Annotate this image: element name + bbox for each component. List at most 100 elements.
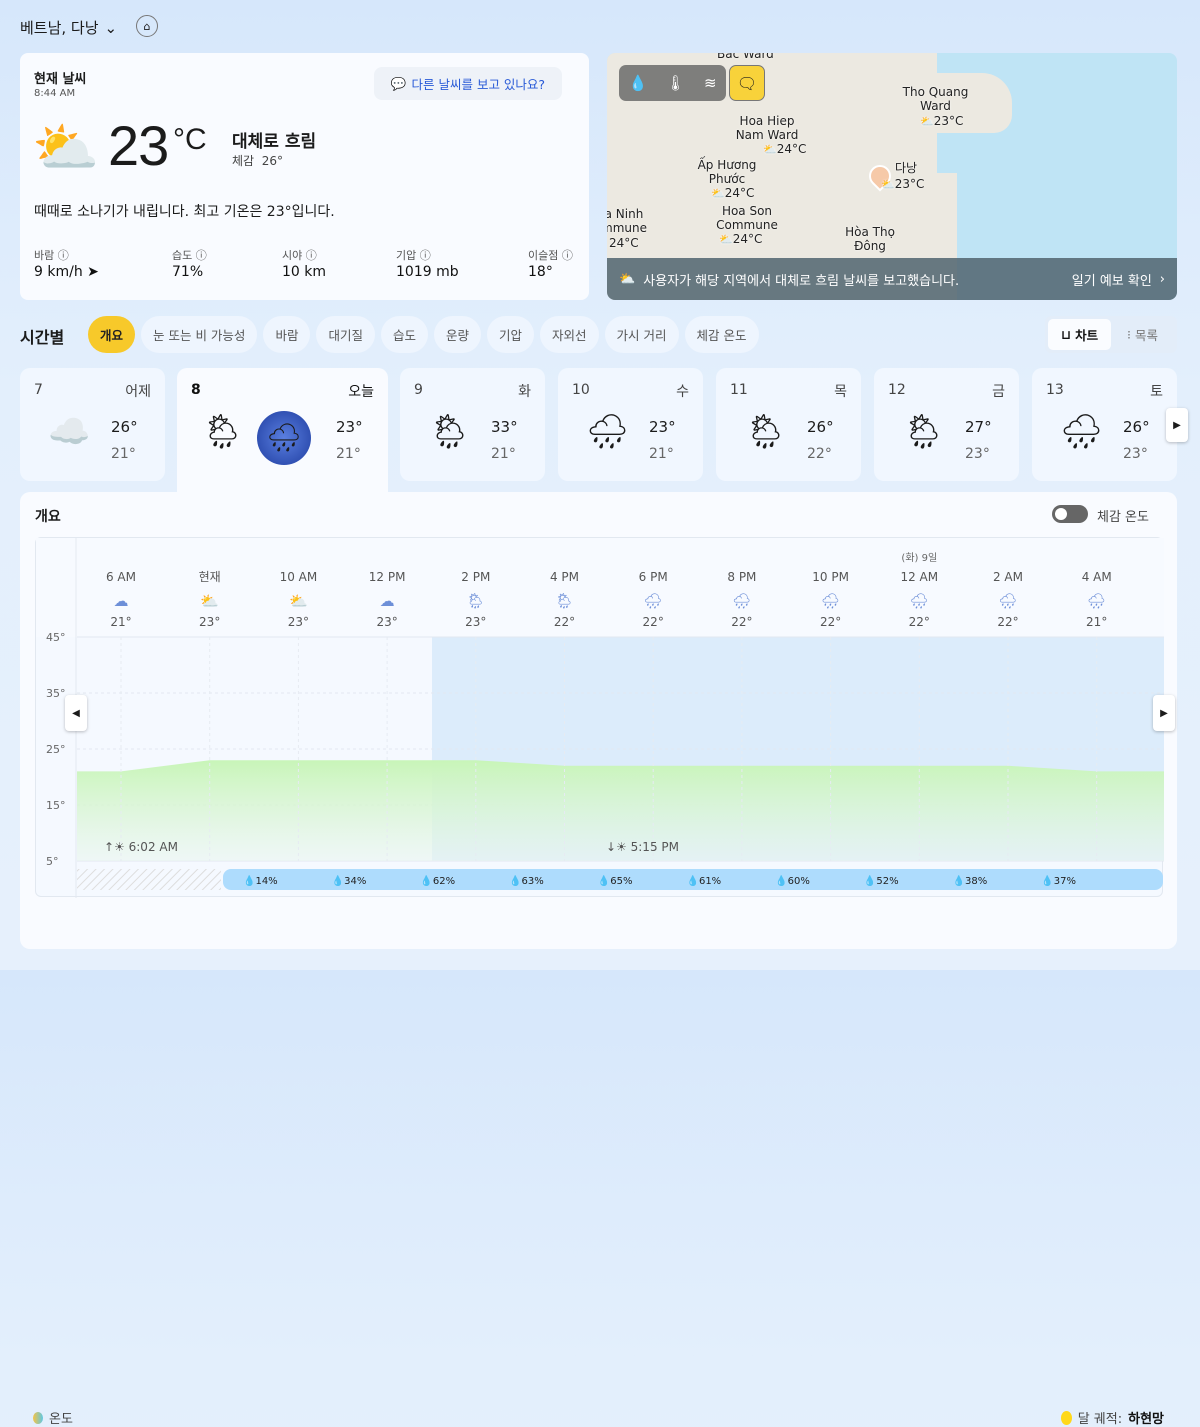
list-icon: ⁝ [1127,327,1131,342]
user-report-bar[interactable]: ⛅ 사용자가 해당 지역에서 대체로 흐림 날씨를 보고했습니다. 일기 예보 … [607,258,1177,300]
hourly-tab[interactable]: 체감 온도 [684,316,759,353]
hourly-tab[interactable]: 가시 거리 [604,316,679,353]
stat-label: 습도 ⓘ [172,249,207,262]
chart-view-button[interactable]: ⊔ 차트 [1048,319,1111,350]
condition: 대체로 흐림 [232,132,317,152]
day-card[interactable]: 10 수 🌧 23° 21° [558,368,703,481]
day-low: 21° [649,446,674,462]
chevron-down-icon: ⌄ [104,18,118,37]
day-card[interactable]: 13 토 🌧 26° 23° [1032,368,1177,481]
cloudy-icon: ☁ [380,592,395,610]
day-card[interactable]: 8 오늘 🌦 🌧 23° 21° [177,368,388,498]
location-selector[interactable]: 베트남, 다낭 ⌄ [20,17,117,38]
weather-icon: 🌦 [902,412,946,452]
precip-label: 💧37% [1041,874,1076,887]
day-card[interactable]: 7 어제 ☁️ 26° 21° [20,368,165,481]
info-icon[interactable]: ⓘ [561,249,573,262]
hourly-tab[interactable]: 바람 [263,316,311,353]
day-name: 수 [676,384,689,400]
list-view-button[interactable]: ⁝ 목록 [1127,327,1158,343]
hour-temp: 21° [110,615,131,629]
hour-temp: 22° [909,615,930,629]
chart-icon: ⊔ [1060,327,1071,342]
map-temp: ⛅23°C [920,114,964,128]
map-temp: ⛅24°C [711,186,755,200]
hourly-tab[interactable]: 자외선 [540,316,599,353]
wind-layer-icon[interactable]: ≋ [703,74,717,92]
partly-cloudy-icon: ⛅ [619,271,636,287]
day-card[interactable]: 11 목 🌦 26° 22° [716,368,861,481]
night-rain-icon: 🌧 [644,592,663,610]
hour-label: 4 PM [550,570,579,584]
info-icon[interactable]: ⓘ [195,249,207,262]
hourly-tab[interactable]: 대기질 [316,316,375,353]
feels-like-toggle[interactable] [1052,505,1088,523]
map-layer-toolbar: 💧 🌡 ≋ [619,65,726,101]
hour-temp: 23° [288,615,309,629]
partly-cloudy-icon: ⛅ [920,115,934,128]
forecast-link[interactable]: 일기 예보 확인 [1071,273,1152,289]
stat-value: 9 km/h ➤ [34,264,99,280]
info-icon[interactable]: ⓘ [305,249,317,262]
day-number: 11 [730,382,748,398]
night-rain-icon: 🌧 [1087,592,1106,610]
day-high: 33° [491,418,518,436]
hour-temp: 23° [199,615,220,629]
info-icon[interactable]: ⓘ [419,249,431,262]
weather-map[interactable]: Bac Ward Tho Quang Ward ⛅23°C Hoa Hiep N… [607,53,1177,300]
home-icon: ⌂ [143,19,151,33]
precip-label: 💧52% [864,874,899,887]
overview-chart: 45° 35° 25° 15° 5° 6 AM ☁ 21° 현재 ⛅ 23° 10 AM ⛅ 23° 12 … [35,537,1164,898]
temperature-layer-icon[interactable]: 🌡 [666,74,686,92]
night-rain-icon: 🌧 [257,411,311,465]
wind-direction-icon: ➤ [87,264,99,280]
hour-label: 2 PM [461,570,490,584]
hour-label: 6 AM [106,570,136,584]
weather-icon: 🌦 [201,412,245,452]
info-icon[interactable]: ⓘ [57,249,69,262]
current-title: 현재 날씨 [34,72,87,87]
chat-icon: 💬 [390,75,407,91]
partly-cloudy-icon: ⛅ [200,592,219,610]
map-label-danang[interactable]: 다낭 [895,161,918,175]
day-card[interactable]: 9 화 🌦 33° 21° [400,368,545,481]
chart-next-button[interactable]: ▶ [1153,695,1175,731]
caret-right-icon: ▶ [1160,707,1168,719]
hourly-tab[interactable]: 기압 [487,316,535,353]
caret-left-icon: ◀ [72,707,80,719]
hour-label: 12 PM [369,570,406,584]
day-high: 26° [807,418,834,436]
next-days-button[interactable]: ▶ [1166,408,1188,442]
precip-label: 💧14% [243,874,278,887]
day-high: 23° [336,418,363,436]
weather-description: 때때로 소나기가 내립니다. 최고 기온은 23°입니다. [34,204,335,220]
hourly-tab[interactable]: 습도 [380,316,428,353]
home-button[interactable]: ⌂ [136,15,158,37]
weather-icon: 🌧 [586,412,630,452]
precip-label: 💧34% [332,874,367,887]
day-low: 21° [111,446,136,462]
stat-label: 이슬점 ⓘ [528,249,573,262]
hour-label: 12 AM [900,570,938,584]
chart-prev-button[interactable]: ◀ [65,695,87,731]
day-name: 목 [834,384,847,400]
day-low: 21° [336,446,361,462]
y-tick-label: 15° [46,799,66,812]
temp-legend-icon [33,1411,43,1424]
hourly-tab[interactable]: 개요 [88,316,136,353]
temp-legend: 온도 [33,1408,73,1427]
precipitation-layer-icon[interactable]: 💧 [628,74,648,92]
partly-cloudy-icon: ⛅ [719,233,733,246]
reports-layer-button[interactable]: 🗨 [729,65,765,101]
report-weather-button[interactable]: 💬 다른 날씨를 보고 있나요? [374,67,562,100]
precip-bar [223,869,1163,890]
day-number: 12 [888,382,906,398]
hourly-tab[interactable]: 눈 또는 비 가능성 [141,316,258,353]
weather-icon: 🌦 [428,412,472,452]
hourly-tab[interactable]: 운량 [433,316,481,353]
chart-svg: 45° 35° 25° 15° 5° 6 AM ☁ 21° 현재 ⛅ 23° 10 AM ⛅ 23° 12 … [36,538,1164,898]
day-card[interactable]: 12 금 🌦 27° 23° [874,368,1019,481]
precip-label: 💧62% [420,874,455,887]
stat-value: 71% [172,264,204,280]
rain-sun-icon: 🌦 [466,592,485,610]
